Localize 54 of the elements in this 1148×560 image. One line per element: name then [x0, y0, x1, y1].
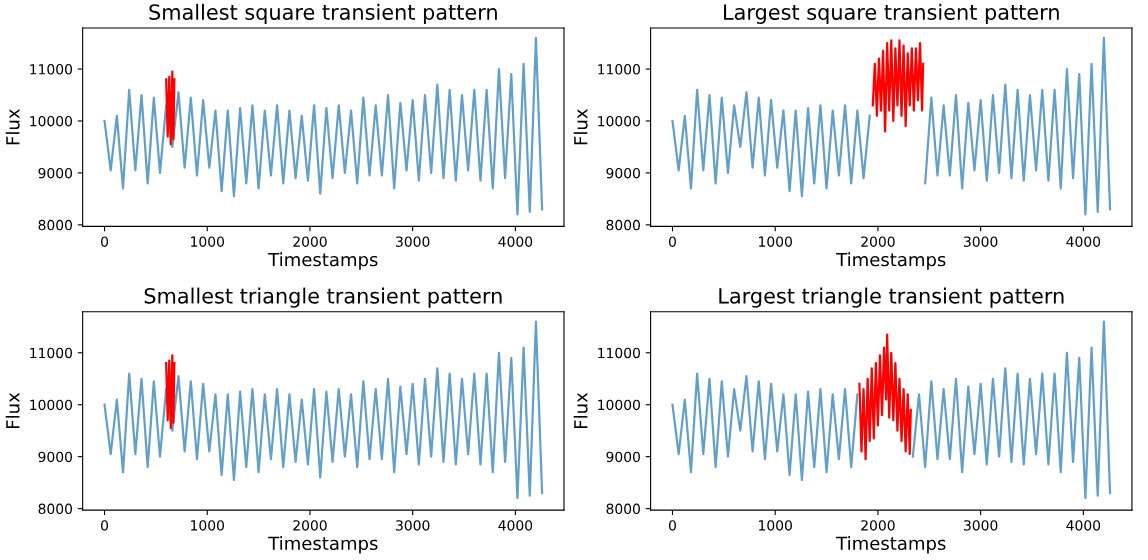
y-axis-title: Flux — [5, 392, 20, 428]
line-series — [871, 39, 925, 133]
chart-title: Largest square transient pattern — [724, 3, 1059, 24]
y-tick-label: 10000 — [598, 115, 640, 127]
x-tick-label: 2000 — [293, 236, 327, 247]
y-tick-label: 8000 — [606, 219, 640, 231]
x-axis-title: Timestamps — [836, 252, 946, 270]
y-axis-title: Flux — [573, 109, 588, 145]
x-tick-label: 0 — [668, 236, 676, 247]
chart-title: Largest triangle transient pattern — [719, 287, 1064, 308]
x-tick-label: 0 — [101, 520, 109, 531]
y-tick-label: 11000 — [30, 347, 73, 359]
x-tick-label: 1000 — [759, 236, 792, 247]
x-tick-label: 3000 — [964, 520, 998, 531]
x-axis-title: Timestamps — [836, 536, 946, 554]
y-axis-title: Flux — [5, 109, 20, 145]
x-tick-label: 3000 — [964, 236, 998, 247]
line-series — [165, 354, 176, 430]
x-tick-label: 2000 — [293, 520, 327, 531]
y-tick-label: 9000 — [38, 451, 73, 463]
line-series — [103, 36, 544, 216]
x-tick-label: 3000 — [396, 236, 430, 247]
y-tick-label: 8000 — [606, 503, 640, 515]
x-tick-label: 2000 — [861, 520, 895, 531]
y-tick-label: 9000 — [38, 167, 73, 179]
y-tick-label: 9000 — [606, 167, 640, 179]
y-tick-label: 11000 — [598, 64, 640, 75]
x-axis-title: Timestamps — [268, 536, 378, 554]
x-tick-label: 4000 — [1066, 520, 1101, 531]
x-tick-label: 2000 — [861, 236, 895, 247]
chart-title: Smallest triangle transient pattern — [144, 287, 502, 308]
x-tick-label: 4000 — [1066, 236, 1101, 247]
y-tick-label: 11000 — [598, 347, 640, 359]
y-tick-label: 8000 — [38, 503, 73, 515]
chart-title: Smallest square transient pattern — [149, 3, 497, 24]
y-tick-label: 11000 — [30, 64, 73, 75]
x-axis-title: Timestamps — [268, 252, 378, 270]
y-axis-title: Flux — [573, 392, 588, 428]
x-tick-label: 1000 — [191, 236, 224, 247]
x-tick-label: 3000 — [396, 520, 430, 531]
y-tick-label: 10000 — [30, 399, 73, 411]
line-series — [858, 333, 912, 461]
y-tick-label: 10000 — [598, 399, 640, 411]
y-tick-label: 8000 — [38, 219, 73, 231]
x-tick-label: 0 — [668, 520, 676, 531]
y-tick-label: 9000 — [606, 451, 640, 463]
x-tick-label: 0 — [101, 236, 109, 247]
line-series — [165, 70, 176, 146]
x-tick-label: 4000 — [498, 520, 533, 531]
x-tick-label: 1000 — [759, 520, 792, 531]
x-tick-label: 4000 — [498, 236, 533, 247]
line-series — [103, 320, 544, 500]
x-tick-label: 1000 — [191, 520, 224, 531]
y-tick-label: 10000 — [30, 115, 73, 127]
